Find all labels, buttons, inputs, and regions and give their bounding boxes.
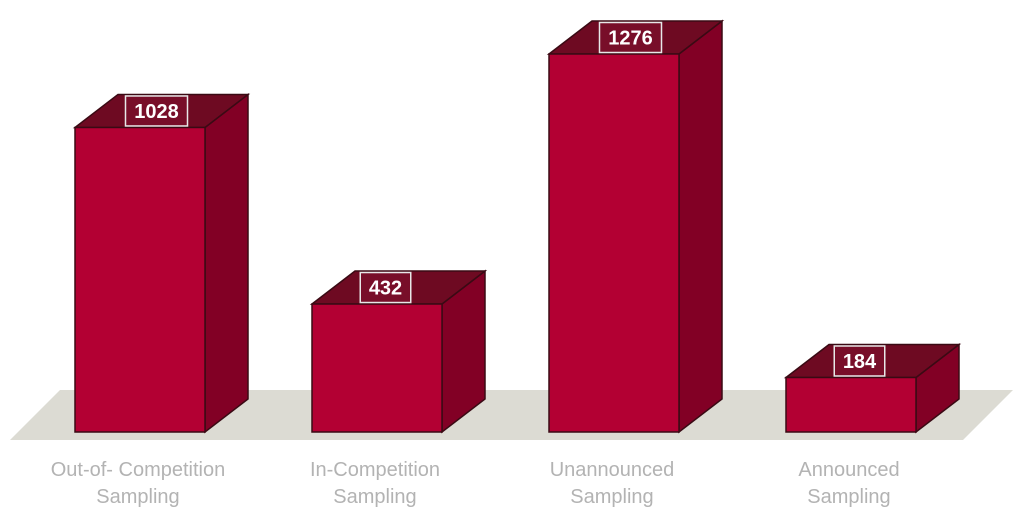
bar-front-face — [548, 53, 680, 433]
category-label: Unannounced Sampling — [550, 459, 675, 508]
data-label: 432 — [369, 278, 402, 300]
data-label: 184 — [843, 351, 877, 373]
category-label: In-Competition Sampling — [310, 459, 440, 508]
bar-front-face — [311, 303, 443, 433]
bar-front-face — [74, 126, 206, 433]
data-label-box — [833, 345, 886, 377]
bar-side-face — [204, 92, 249, 434]
bar-4: 184 — [783, 342, 962, 434]
bar-side-face — [678, 19, 723, 434]
bars-group: 1028 432 1276 184 — [72, 19, 962, 434]
category-labels-group: Out-of- Competition Sampling In-Competitio… — [51, 459, 900, 508]
data-label-box — [359, 271, 412, 304]
category-label: Out-of- Competition Sampling — [51, 459, 226, 508]
bar-front-face — [785, 376, 917, 433]
data-label-box — [124, 95, 189, 127]
bar-1: 1028 — [72, 92, 251, 434]
data-label: 1276 — [608, 28, 653, 50]
bar-3: 1276 — [546, 19, 725, 434]
category-label: Announced Sampling — [798, 459, 899, 508]
chart-floor — [10, 390, 1013, 440]
data-label-box — [598, 21, 663, 54]
bar-2: 432 — [309, 269, 488, 434]
data-label: 1028 — [134, 101, 179, 123]
